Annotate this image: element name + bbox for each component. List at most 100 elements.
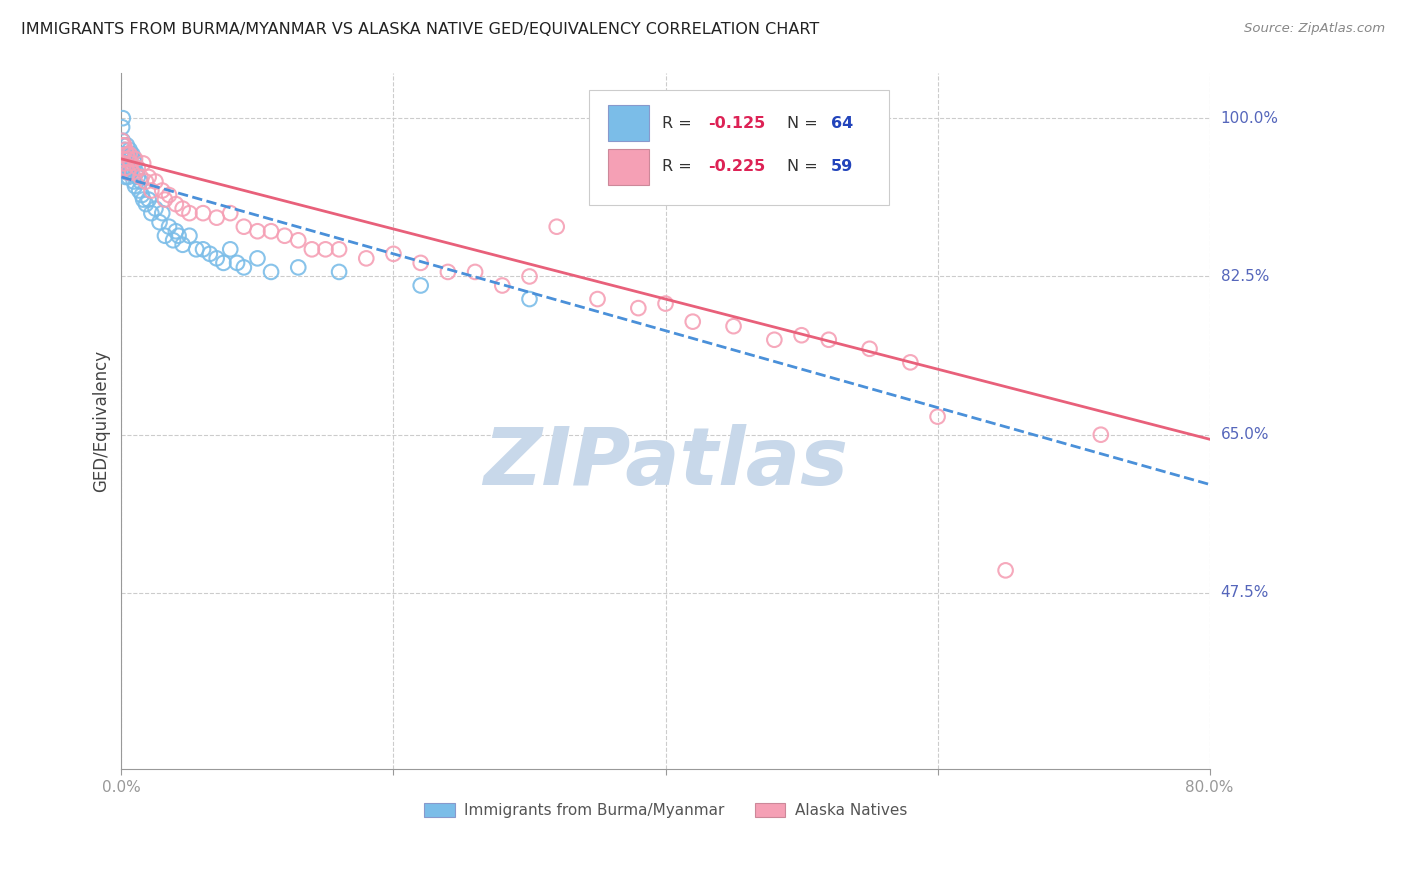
Point (858, 342, 880, 356)
Point (111, 120, 134, 135)
Point (127, 169, 149, 184)
Point (464, 265, 486, 279)
Point (519, 269, 541, 284)
Point (232, 219, 254, 234)
Point (141, 206, 163, 220)
Point (121, 165, 143, 179)
Point (121, 161, 143, 175)
Point (122, 174, 145, 188)
Text: 82.5%: 82.5% (1220, 269, 1268, 284)
Point (654, 296, 676, 310)
Point (382, 247, 405, 261)
Point (118, 165, 141, 179)
Point (232, 260, 254, 275)
Point (172, 237, 194, 252)
Point (111, 134, 134, 148)
Point (111, 152, 134, 166)
Point (409, 256, 432, 270)
Point (117, 169, 139, 184)
Text: Source: ZipAtlas.com: Source: ZipAtlas.com (1244, 22, 1385, 36)
Point (287, 260, 309, 275)
Point (115, 138, 138, 153)
Text: 47.5%: 47.5% (1220, 585, 1268, 600)
Point (226, 256, 249, 270)
Point (157, 219, 180, 234)
Point (114, 161, 136, 175)
Point (115, 147, 138, 161)
Point (131, 188, 153, 202)
Bar (607, 105, 650, 141)
Point (682, 315, 704, 329)
Point (898, 355, 921, 369)
Point (219, 206, 242, 220)
Point (287, 233, 309, 247)
Point (112, 143, 135, 157)
Point (191, 206, 214, 220)
Point (114, 161, 136, 175)
Point (117, 165, 139, 179)
Point (111, 134, 134, 148)
Point (129, 169, 152, 184)
Text: 100.0%: 100.0% (1220, 111, 1278, 126)
Point (205, 252, 228, 266)
Point (124, 179, 146, 194)
Point (172, 202, 194, 216)
Point (148, 215, 170, 229)
Point (260, 265, 283, 279)
Legend: Immigrants from Burma/Myanmar, Alaska Natives: Immigrants from Burma/Myanmar, Alaska Na… (418, 797, 912, 824)
Point (117, 161, 139, 175)
Point (112, 138, 135, 153)
Point (198, 247, 221, 261)
Text: ZIPatlas: ZIPatlas (484, 424, 848, 502)
Point (165, 197, 187, 211)
Text: -0.125: -0.125 (709, 116, 765, 130)
Text: 65.0%: 65.0% (1220, 427, 1270, 442)
Point (124, 152, 146, 166)
Point (150, 206, 173, 220)
Point (115, 147, 138, 161)
Point (145, 202, 167, 216)
Point (132, 156, 155, 170)
Point (546, 219, 568, 234)
Text: -0.225: -0.225 (709, 160, 765, 175)
Point (409, 278, 432, 293)
Text: 64: 64 (831, 116, 853, 130)
Text: R =: R = (662, 160, 697, 175)
Point (219, 243, 242, 257)
Point (162, 233, 184, 247)
Y-axis label: GED/Equivalency: GED/Equivalency (93, 350, 110, 492)
Point (111, 138, 134, 153)
Point (118, 147, 141, 161)
Point (121, 147, 143, 161)
Point (205, 211, 228, 225)
Point (138, 193, 160, 207)
Point (117, 147, 139, 161)
Point (356, 252, 378, 266)
Point (114, 169, 136, 184)
Point (112, 152, 135, 166)
Point (437, 265, 460, 279)
Text: IMMIGRANTS FROM BURMA/MYANMAR VS ALASKA NATIVE GED/EQUIVALENCY CORRELATION CHART: IMMIGRANTS FROM BURMA/MYANMAR VS ALASKA … (21, 22, 820, 37)
Point (314, 243, 336, 257)
Point (127, 161, 149, 175)
Point (150, 184, 173, 198)
Point (165, 224, 187, 238)
Point (179, 206, 201, 220)
Point (994, 563, 1017, 577)
Point (627, 301, 650, 315)
Point (273, 228, 295, 243)
Point (763, 333, 786, 347)
Point (112, 156, 135, 170)
Point (927, 409, 949, 424)
Point (135, 197, 157, 211)
FancyBboxPatch shape (589, 90, 889, 205)
Point (122, 152, 145, 166)
Point (1090, 427, 1112, 442)
Point (129, 174, 152, 188)
Point (118, 143, 141, 157)
Text: 59: 59 (831, 160, 853, 175)
Point (191, 243, 214, 257)
Point (120, 147, 142, 161)
Point (118, 152, 141, 166)
Point (132, 193, 155, 207)
